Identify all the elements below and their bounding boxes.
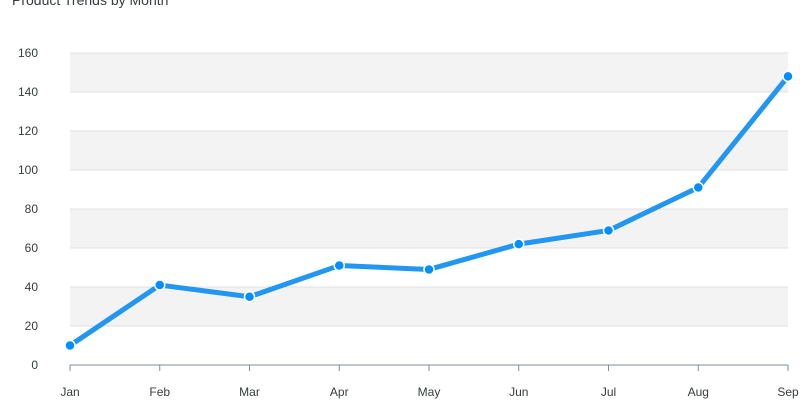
data-point[interactable] bbox=[333, 259, 345, 272]
y-tick-label: 120 bbox=[18, 124, 38, 138]
data-markers bbox=[64, 70, 794, 352]
grid-bands bbox=[70, 53, 788, 326]
x-tick-label: Apr bbox=[330, 385, 349, 399]
grid-band bbox=[70, 287, 788, 326]
x-tick-label: May bbox=[418, 385, 441, 399]
x-tick-label: Aug bbox=[688, 385, 709, 399]
data-point[interactable] bbox=[602, 224, 615, 237]
y-tick-labels: 0 20 40 60 80 100 120 140 160 bbox=[18, 46, 38, 372]
y-tick-label: 140 bbox=[18, 85, 38, 99]
y-tick-label: 0 bbox=[31, 358, 38, 372]
data-point[interactable] bbox=[692, 181, 704, 194]
y-tick-label: 80 bbox=[25, 202, 39, 216]
x-tick-label: Mar bbox=[239, 385, 260, 399]
data-point[interactable] bbox=[423, 263, 435, 276]
x-tick-label: Jan bbox=[60, 385, 79, 399]
grid-band bbox=[70, 209, 788, 248]
x-tick-label: Jun bbox=[509, 385, 528, 399]
y-tick-label: 20 bbox=[25, 319, 39, 333]
data-point[interactable] bbox=[243, 291, 256, 303]
data-point[interactable] bbox=[154, 279, 166, 291]
x-tick-label: Sep bbox=[777, 385, 799, 399]
data-point[interactable] bbox=[513, 238, 525, 250]
y-tick-label: 160 bbox=[18, 46, 38, 60]
x-tick-label: Feb bbox=[149, 385, 170, 399]
axes bbox=[69, 364, 789, 371]
data-point[interactable] bbox=[64, 339, 76, 352]
grid-band bbox=[70, 53, 788, 92]
y-tick-label: 60 bbox=[25, 241, 39, 255]
grid-band bbox=[70, 131, 788, 170]
x-tick-label: Jul bbox=[601, 385, 616, 399]
y-tick-label: 100 bbox=[18, 163, 38, 177]
y-tick-label: 40 bbox=[25, 280, 39, 294]
chart-title: Product Trends by Month bbox=[12, 0, 169, 8]
x-tick-labels: Jan Feb Mar Apr May Jun Jul Aug Sep bbox=[60, 385, 799, 399]
data-point[interactable] bbox=[782, 70, 794, 83]
